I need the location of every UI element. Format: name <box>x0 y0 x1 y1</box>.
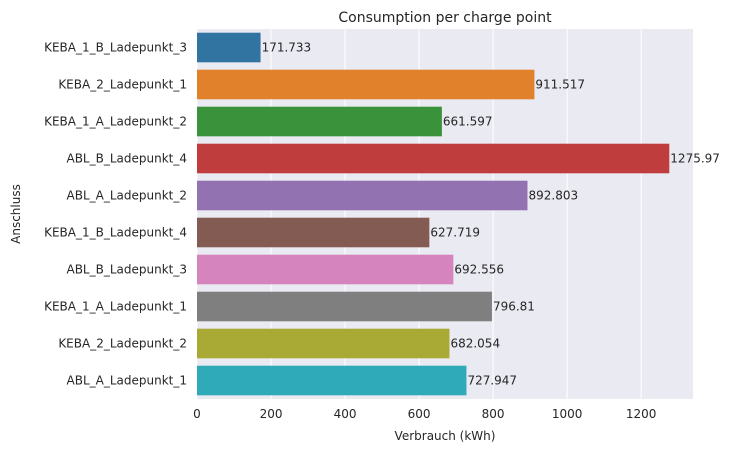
x-axis-ticks: 0 200 400 600 800 1000 1200 <box>193 407 656 421</box>
bar-value-label: 627.719 <box>430 226 480 240</box>
y-tick-label: ABL_A_Ladepunkt_1 <box>67 374 188 388</box>
bar-value-label: 682.054 <box>450 337 500 351</box>
y-tick-label: ABL_A_Ladepunkt_2 <box>67 189 188 203</box>
x-axis-title: Verbrauch (kWh) <box>395 429 496 443</box>
y-tick-label: KEBA_1_A_Ladepunkt_1 <box>44 300 187 314</box>
bar-value-label: 796.81 <box>493 300 535 314</box>
bar <box>197 106 442 137</box>
bar <box>197 69 535 100</box>
x-tick-label: 0 <box>193 407 201 421</box>
bar-value-label: 692.556 <box>454 263 504 277</box>
x-tick-label: 1200 <box>626 407 657 421</box>
bar <box>197 254 454 285</box>
bar-value-label: 727.947 <box>467 374 517 388</box>
x-tick-label: 1000 <box>552 407 583 421</box>
x-tick-label: 400 <box>334 407 357 421</box>
bar-value-label: 892.803 <box>528 189 578 203</box>
y-tick-label: KEBA_1_A_Ladepunkt_2 <box>44 115 187 129</box>
bar-value-label: 171.733 <box>262 41 312 55</box>
chart-title: Consumption per charge point <box>338 10 552 26</box>
bar <box>197 291 492 322</box>
bar <box>197 328 450 359</box>
y-tick-label: KEBA_2_Ladepunkt_1 <box>58 78 187 92</box>
bar-value-label: 1275.97 <box>670 152 720 166</box>
x-tick-label: 600 <box>408 407 431 421</box>
bar <box>197 180 528 211</box>
y-tick-label: KEBA_1_B_Ladepunkt_4 <box>44 226 187 240</box>
x-tick-label: 800 <box>482 407 505 421</box>
bar <box>197 217 430 248</box>
bar <box>197 365 467 396</box>
y-tick-label: ABL_B_Ladepunkt_3 <box>66 263 187 277</box>
y-tick-label: KEBA_2_Ladepunkt_2 <box>58 337 187 351</box>
bars <box>197 32 670 396</box>
y-axis-ticks: KEBA_1_B_Ladepunkt_3 KEBA_2_Ladepunkt_1 KE… <box>44 41 187 388</box>
value-labels: 171.733 911.517 661.597 1275.97 892.803 627.7… <box>262 41 720 388</box>
bar <box>197 32 261 63</box>
bar <box>197 143 670 174</box>
y-tick-label: KEBA_1_B_Ladepunkt_3 <box>44 41 187 55</box>
y-tick-label: ABL_B_Ladepunkt_4 <box>66 152 187 166</box>
y-axis-title: Anschluss <box>9 184 23 244</box>
x-tick-label: 200 <box>260 407 283 421</box>
bar-value-label: 911.517 <box>535 78 585 92</box>
bar-value-label: 661.597 <box>443 115 493 129</box>
